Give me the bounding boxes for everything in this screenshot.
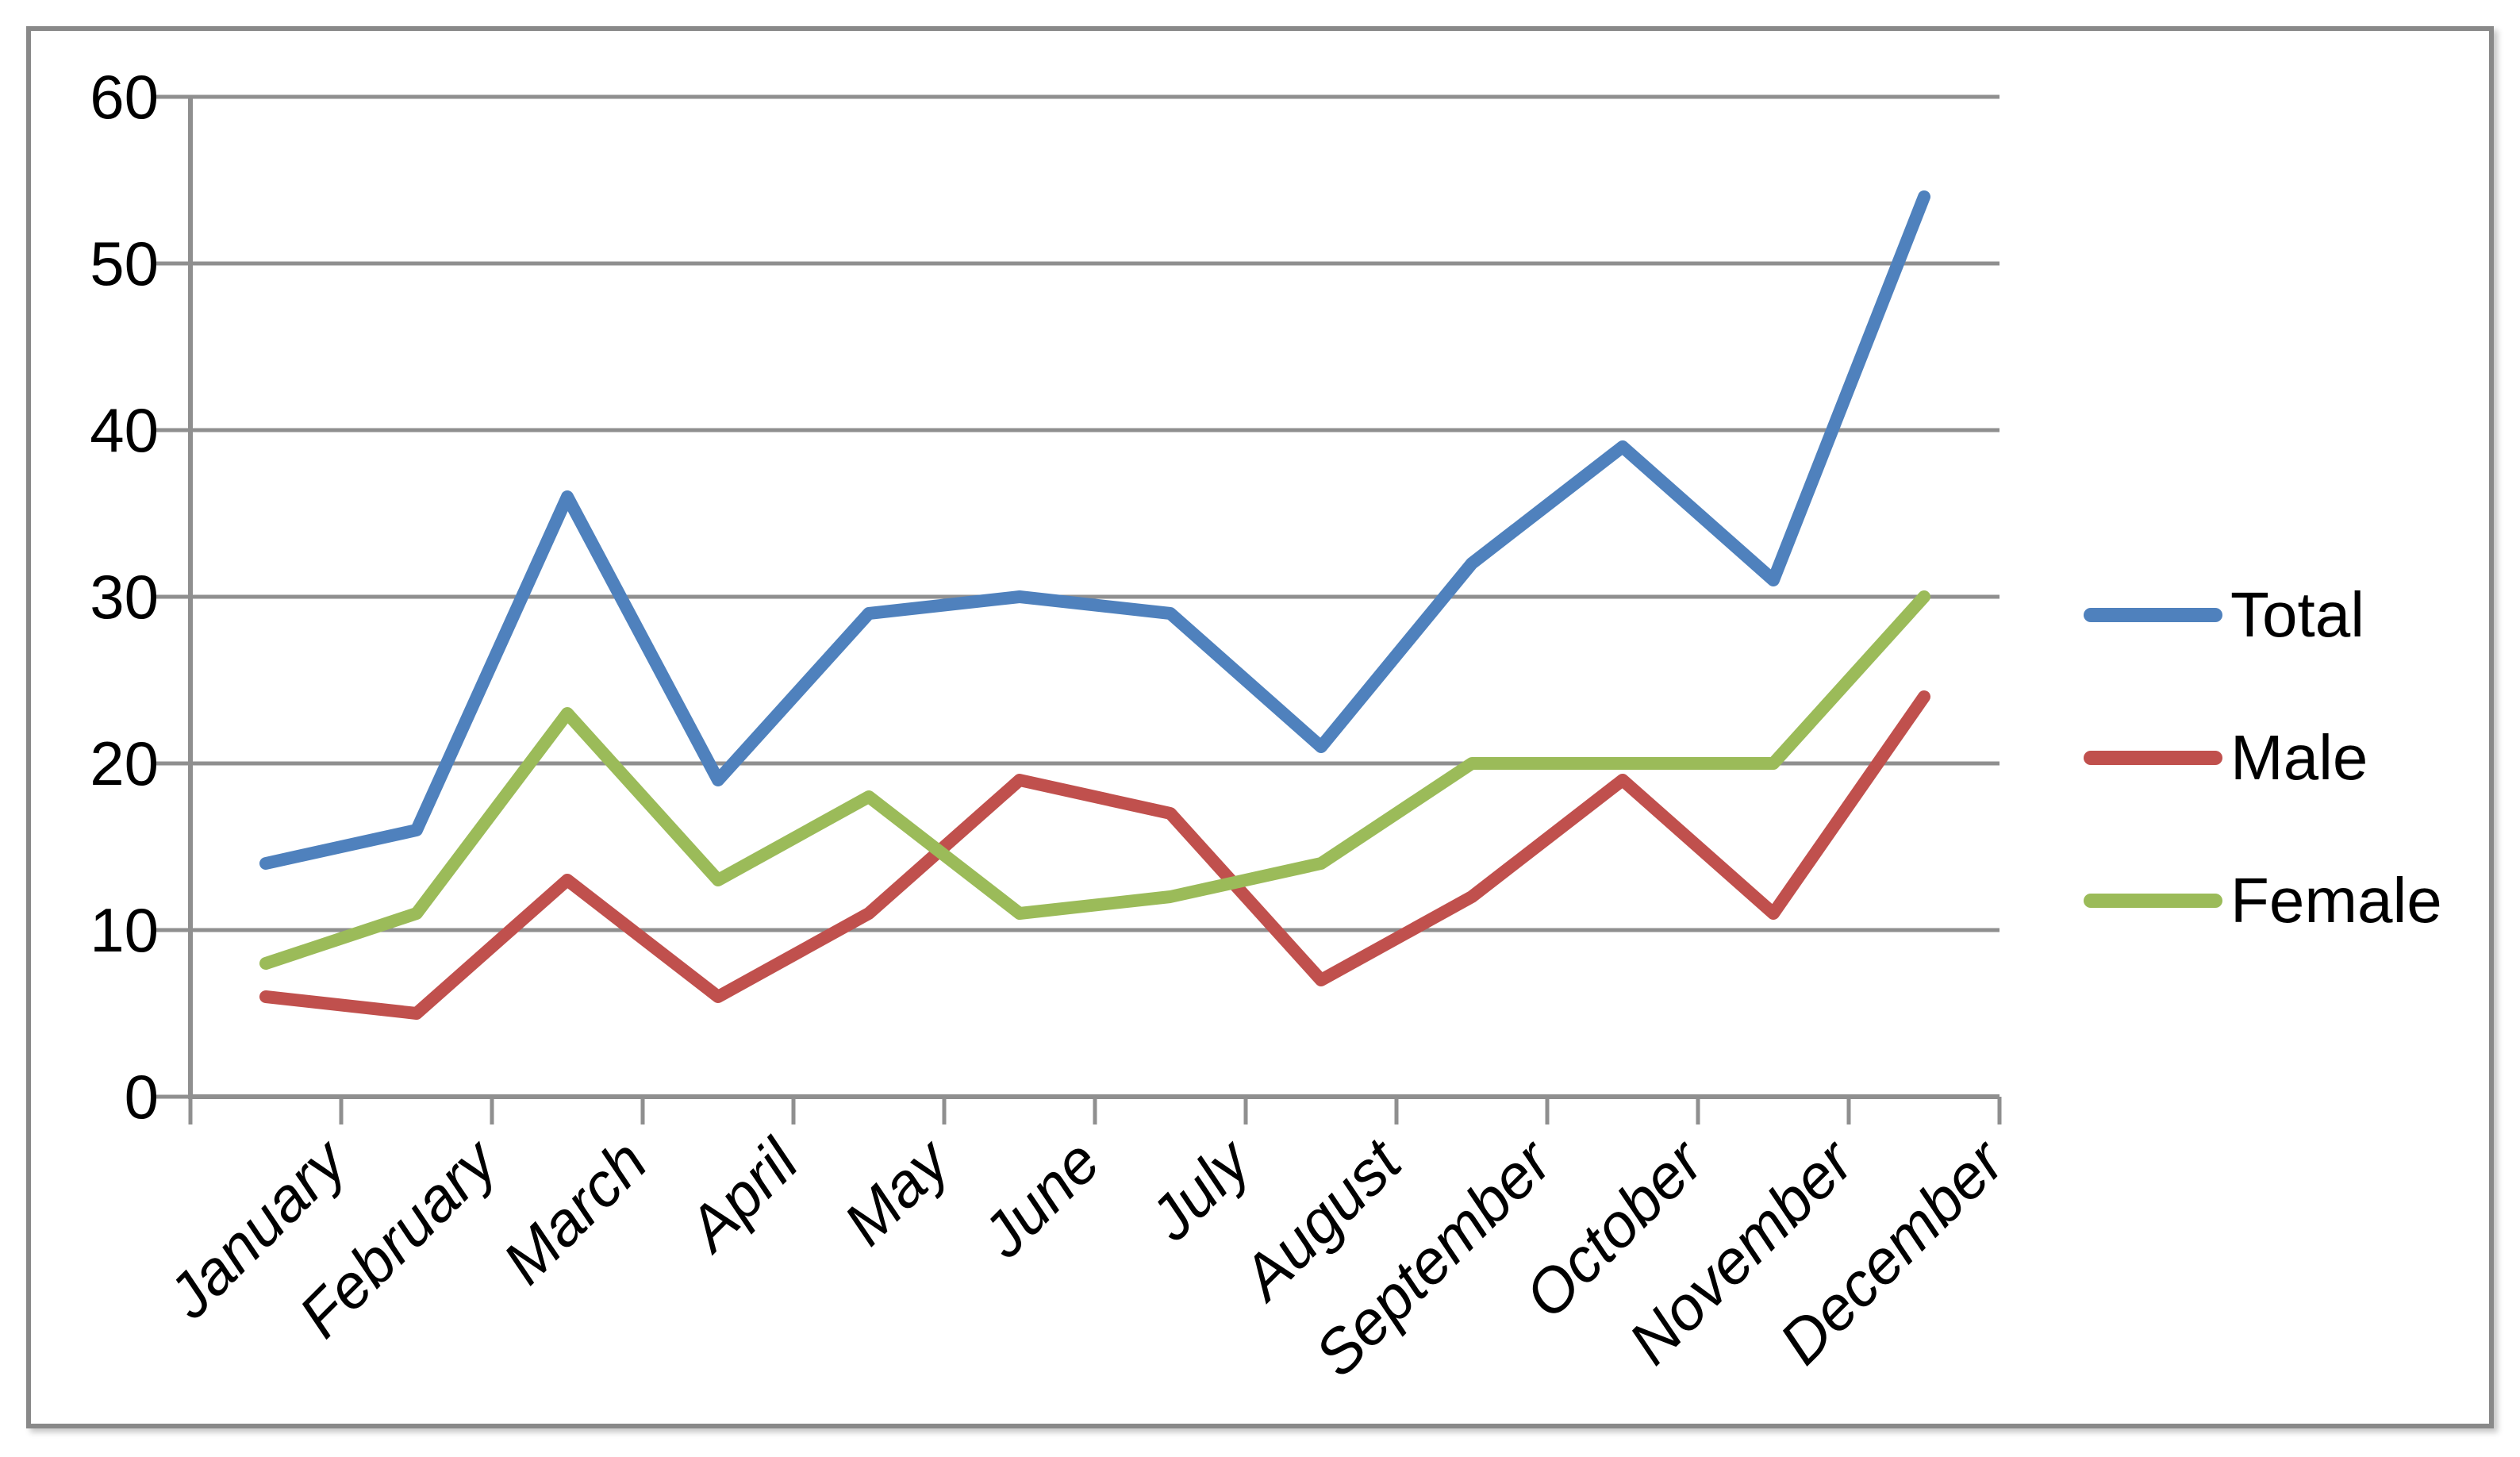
legend-marker-male bbox=[2084, 751, 2222, 765]
y-tick-label-0: 0 bbox=[124, 1062, 159, 1132]
legend-marker-female bbox=[2084, 894, 2222, 908]
series-line-total bbox=[259, 190, 1930, 870]
y-tick-label-60: 60 bbox=[90, 62, 159, 132]
y-tick-label-30: 30 bbox=[90, 562, 159, 632]
y-tick-label-10: 10 bbox=[90, 895, 159, 965]
legend-label-male: Male bbox=[2230, 722, 2368, 793]
legend-item-female: Female bbox=[2084, 845, 2442, 956]
legend-item-male: Male bbox=[2084, 702, 2442, 813]
legend-marker-total bbox=[2084, 608, 2222, 622]
y-tick-label-20: 20 bbox=[90, 728, 159, 798]
chart-border bbox=[26, 26, 2494, 1428]
y-tick-label-40: 40 bbox=[90, 395, 159, 465]
legend-label-female: Female bbox=[2230, 865, 2442, 936]
legend-item-total: Total bbox=[2084, 559, 2442, 671]
series-line-female bbox=[259, 590, 1930, 970]
y-tick-label-50: 50 bbox=[90, 229, 159, 298]
series-line-male bbox=[259, 690, 1930, 1020]
legend-label-total: Total bbox=[2230, 579, 2364, 650]
legend: Total Male Female bbox=[2084, 559, 2442, 956]
